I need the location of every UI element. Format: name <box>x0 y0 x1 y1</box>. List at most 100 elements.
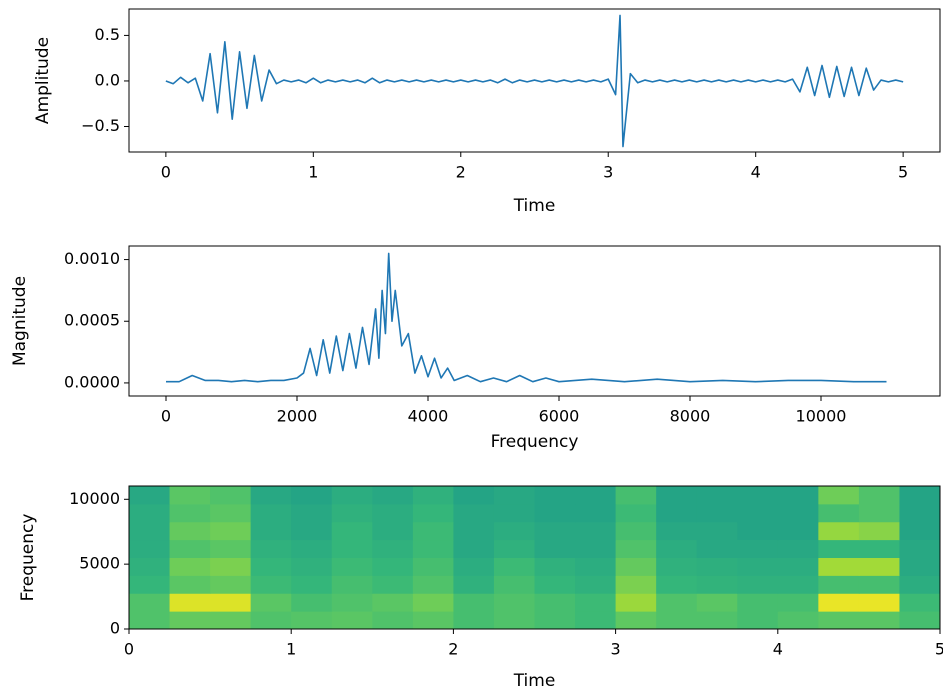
spectrogram-cell <box>737 611 779 630</box>
spectrogram-cell <box>858 486 900 505</box>
axes-frame <box>128 245 941 397</box>
spectrogram-cell <box>534 486 576 505</box>
spectrogram-cell <box>331 593 373 612</box>
spectrogram-cell <box>210 557 252 576</box>
spectrogram-cell <box>818 486 860 505</box>
spectrogram-cell <box>696 503 738 523</box>
spectrogram-cell <box>331 486 373 505</box>
spectrogram-cell <box>899 486 941 505</box>
spectrogram-cell <box>737 593 779 612</box>
spectrogram-cell <box>737 539 779 558</box>
spectrogram-cell <box>210 593 252 612</box>
spectrogram-cell <box>615 503 657 523</box>
spectrogram-cell <box>412 539 454 558</box>
spectrogram-cell <box>534 539 576 558</box>
spectrogram-cell <box>818 503 860 523</box>
spectrogram-cell <box>696 557 738 576</box>
spectrogram-cell <box>534 503 576 523</box>
spectrogram-cell <box>493 521 535 541</box>
spectrogram-cell <box>372 611 414 630</box>
spectrogram-cell <box>250 611 292 630</box>
spectrogram-cell <box>575 575 617 594</box>
spectrogram-cell <box>169 503 211 523</box>
spectrogram-cell <box>169 539 211 558</box>
spectrogram-cell <box>899 611 941 630</box>
spectrogram-cell <box>129 557 171 576</box>
spectrogram-cell <box>372 539 414 558</box>
spectrogram-cell <box>129 486 171 505</box>
x-tick-label: 3 <box>611 640 621 659</box>
spectrogram-cell <box>250 575 292 594</box>
spectrogram-cell <box>575 557 617 576</box>
x-tick-label: 4 <box>773 640 783 659</box>
spectrogram-cell <box>696 539 738 558</box>
spectrogram-cell <box>291 575 333 594</box>
spectrogram-cell <box>575 503 617 523</box>
spectrogram-cell <box>210 575 252 594</box>
spectrogram-cell <box>656 575 698 594</box>
spectrogram-cell <box>291 503 333 523</box>
spectrogram-cell <box>534 557 576 576</box>
spectrogram-cell <box>210 486 252 505</box>
spectrogram-cell <box>169 557 211 576</box>
spectrogram-cell <box>777 575 819 594</box>
x-tick-label: 1 <box>286 640 296 659</box>
spectrogram-cell <box>818 539 860 558</box>
spectrogram-cell <box>696 593 738 612</box>
x-tick-label: 8000 <box>670 407 711 426</box>
spectrogram-cell <box>210 503 252 523</box>
spectrogram-cell <box>534 611 576 630</box>
spectrogram-cell <box>291 557 333 576</box>
x-tick-label: 2 <box>456 163 466 182</box>
spectrogram-cell <box>899 539 941 558</box>
spectrogram-cell <box>169 575 211 594</box>
y-tick-label: 0.0 <box>95 70 120 89</box>
x-tick-label: 6000 <box>539 407 580 426</box>
y-tick-label: 0.5 <box>95 25 120 44</box>
y-axis-label: Magnitude <box>10 276 30 366</box>
spectrogram-cell <box>858 611 900 630</box>
spectrogram-cell <box>858 521 900 541</box>
x-tick-label: 5 <box>898 163 908 182</box>
spectrogram-cell <box>412 486 454 505</box>
spectrogram-cell <box>210 521 252 541</box>
spectrogram-cell <box>493 539 535 558</box>
spectrogram-cell <box>737 557 779 576</box>
spectrogram-cell <box>453 593 495 612</box>
spectrogram-cell <box>453 486 495 505</box>
spectrogram-cell <box>899 575 941 594</box>
spectrogram-cell <box>899 557 941 576</box>
spectrogram-cell <box>615 521 657 541</box>
spectrogram-cell <box>575 611 617 630</box>
spectrogram-cell <box>615 611 657 630</box>
y-tick-label: 5000 <box>79 554 120 573</box>
spectrogram-cell <box>615 539 657 558</box>
spectrogram-cell <box>777 486 819 505</box>
spectrogram-cell <box>372 557 414 576</box>
subplot: 0 1 2 3 4 5 0 5000 10000 Time Frequency <box>18 485 943 691</box>
spectrogram-cell <box>372 521 414 541</box>
x-tick-label: 0 <box>161 407 171 426</box>
spectrogram-cell <box>777 503 819 523</box>
spectrogram-cell <box>696 521 738 541</box>
spectrogram-cell <box>696 611 738 630</box>
spectrogram-cell <box>737 486 779 505</box>
y-tick-label: 10000 <box>69 489 120 508</box>
spectrogram-cell <box>412 557 454 576</box>
spectrogram-cell <box>291 611 333 630</box>
x-tick-label: 4000 <box>408 407 449 426</box>
x-tick-label: 3 <box>603 163 613 182</box>
spectrogram-cell <box>331 611 373 630</box>
spectrogram-cell <box>534 575 576 594</box>
spectrogram-cell <box>818 521 860 541</box>
spectrogram-cell <box>858 503 900 523</box>
spectrogram-cell <box>575 593 617 612</box>
spectrogram-cell <box>777 521 819 541</box>
spectrogram-cell <box>129 575 171 594</box>
spectrogram-cell <box>250 503 292 523</box>
subplot: 0 1 2 3 4 5 −0.5 0.0 0.5 Time Amplitude <box>33 8 941 216</box>
spectrogram-cell <box>412 611 454 630</box>
spectrogram-cell <box>169 611 211 630</box>
spectrogram-cell <box>129 503 171 523</box>
